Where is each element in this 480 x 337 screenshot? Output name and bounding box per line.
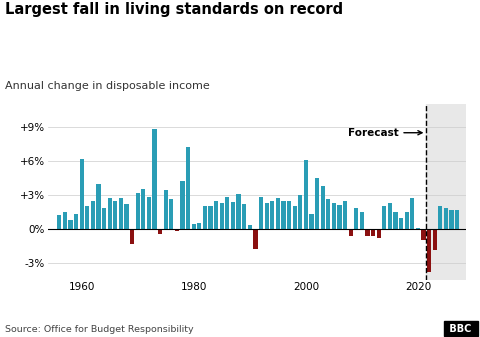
Text: BBC: BBC	[446, 324, 475, 334]
Bar	[63, 212, 67, 229]
Bar	[141, 189, 145, 229]
Bar	[343, 201, 347, 229]
Bar	[74, 214, 78, 229]
Bar	[449, 210, 454, 229]
Bar	[298, 195, 302, 229]
Bar	[220, 203, 224, 229]
Bar	[354, 209, 359, 229]
Bar	[225, 197, 229, 229]
Bar	[96, 184, 100, 229]
Bar	[315, 178, 319, 229]
Bar	[287, 201, 291, 229]
Bar	[399, 217, 403, 229]
Bar	[102, 209, 106, 229]
Bar	[388, 203, 392, 229]
Bar	[444, 209, 448, 229]
Bar	[438, 206, 443, 229]
Bar	[203, 206, 207, 229]
Bar	[108, 198, 112, 229]
Bar	[348, 229, 353, 236]
Bar	[242, 204, 246, 229]
Bar	[377, 229, 381, 238]
Bar	[85, 206, 89, 229]
Bar	[394, 212, 397, 229]
Text: Source: Office for Budget Responsibility: Source: Office for Budget Responsibility	[5, 325, 193, 334]
Bar	[405, 212, 409, 229]
Bar	[304, 160, 308, 229]
Bar	[175, 229, 179, 231]
Bar	[231, 202, 235, 229]
Bar	[427, 229, 431, 272]
Bar	[186, 147, 190, 229]
Bar	[421, 229, 426, 240]
Bar	[192, 224, 196, 229]
Bar	[276, 198, 280, 229]
Bar	[214, 201, 218, 229]
Bar	[208, 206, 213, 229]
Bar	[248, 225, 252, 229]
Text: Largest fall in living standards on record: Largest fall in living standards on reco…	[5, 2, 343, 17]
Bar	[180, 181, 185, 229]
Bar	[382, 206, 386, 229]
Bar	[264, 203, 269, 229]
Bar	[416, 228, 420, 229]
Bar	[253, 229, 257, 249]
Bar	[309, 214, 313, 229]
Bar	[158, 229, 162, 235]
Bar	[332, 203, 336, 229]
Bar	[337, 205, 342, 229]
Bar	[326, 200, 330, 229]
Bar	[281, 201, 286, 229]
Bar	[432, 229, 437, 250]
Bar	[57, 215, 61, 229]
Bar	[113, 201, 118, 229]
Bar	[68, 220, 72, 229]
Bar	[321, 186, 325, 229]
Text: Annual change in disposable income: Annual change in disposable income	[5, 81, 210, 91]
Bar	[91, 201, 95, 229]
Bar	[259, 197, 263, 229]
Bar	[410, 198, 414, 229]
Bar	[426, 104, 466, 280]
Bar	[164, 190, 168, 229]
Bar	[169, 200, 173, 229]
Bar	[197, 223, 202, 229]
Bar	[270, 201, 274, 229]
Bar	[135, 193, 140, 229]
Bar	[292, 206, 297, 229]
Bar	[455, 210, 459, 229]
Bar	[130, 229, 134, 244]
Bar	[80, 159, 84, 229]
Bar	[124, 204, 129, 229]
Bar	[147, 197, 151, 229]
Bar	[153, 129, 156, 229]
Bar	[119, 198, 123, 229]
Bar	[237, 194, 240, 229]
Text: Forecast: Forecast	[348, 128, 422, 138]
Bar	[360, 212, 364, 229]
Bar	[365, 229, 370, 236]
Bar	[371, 229, 375, 236]
